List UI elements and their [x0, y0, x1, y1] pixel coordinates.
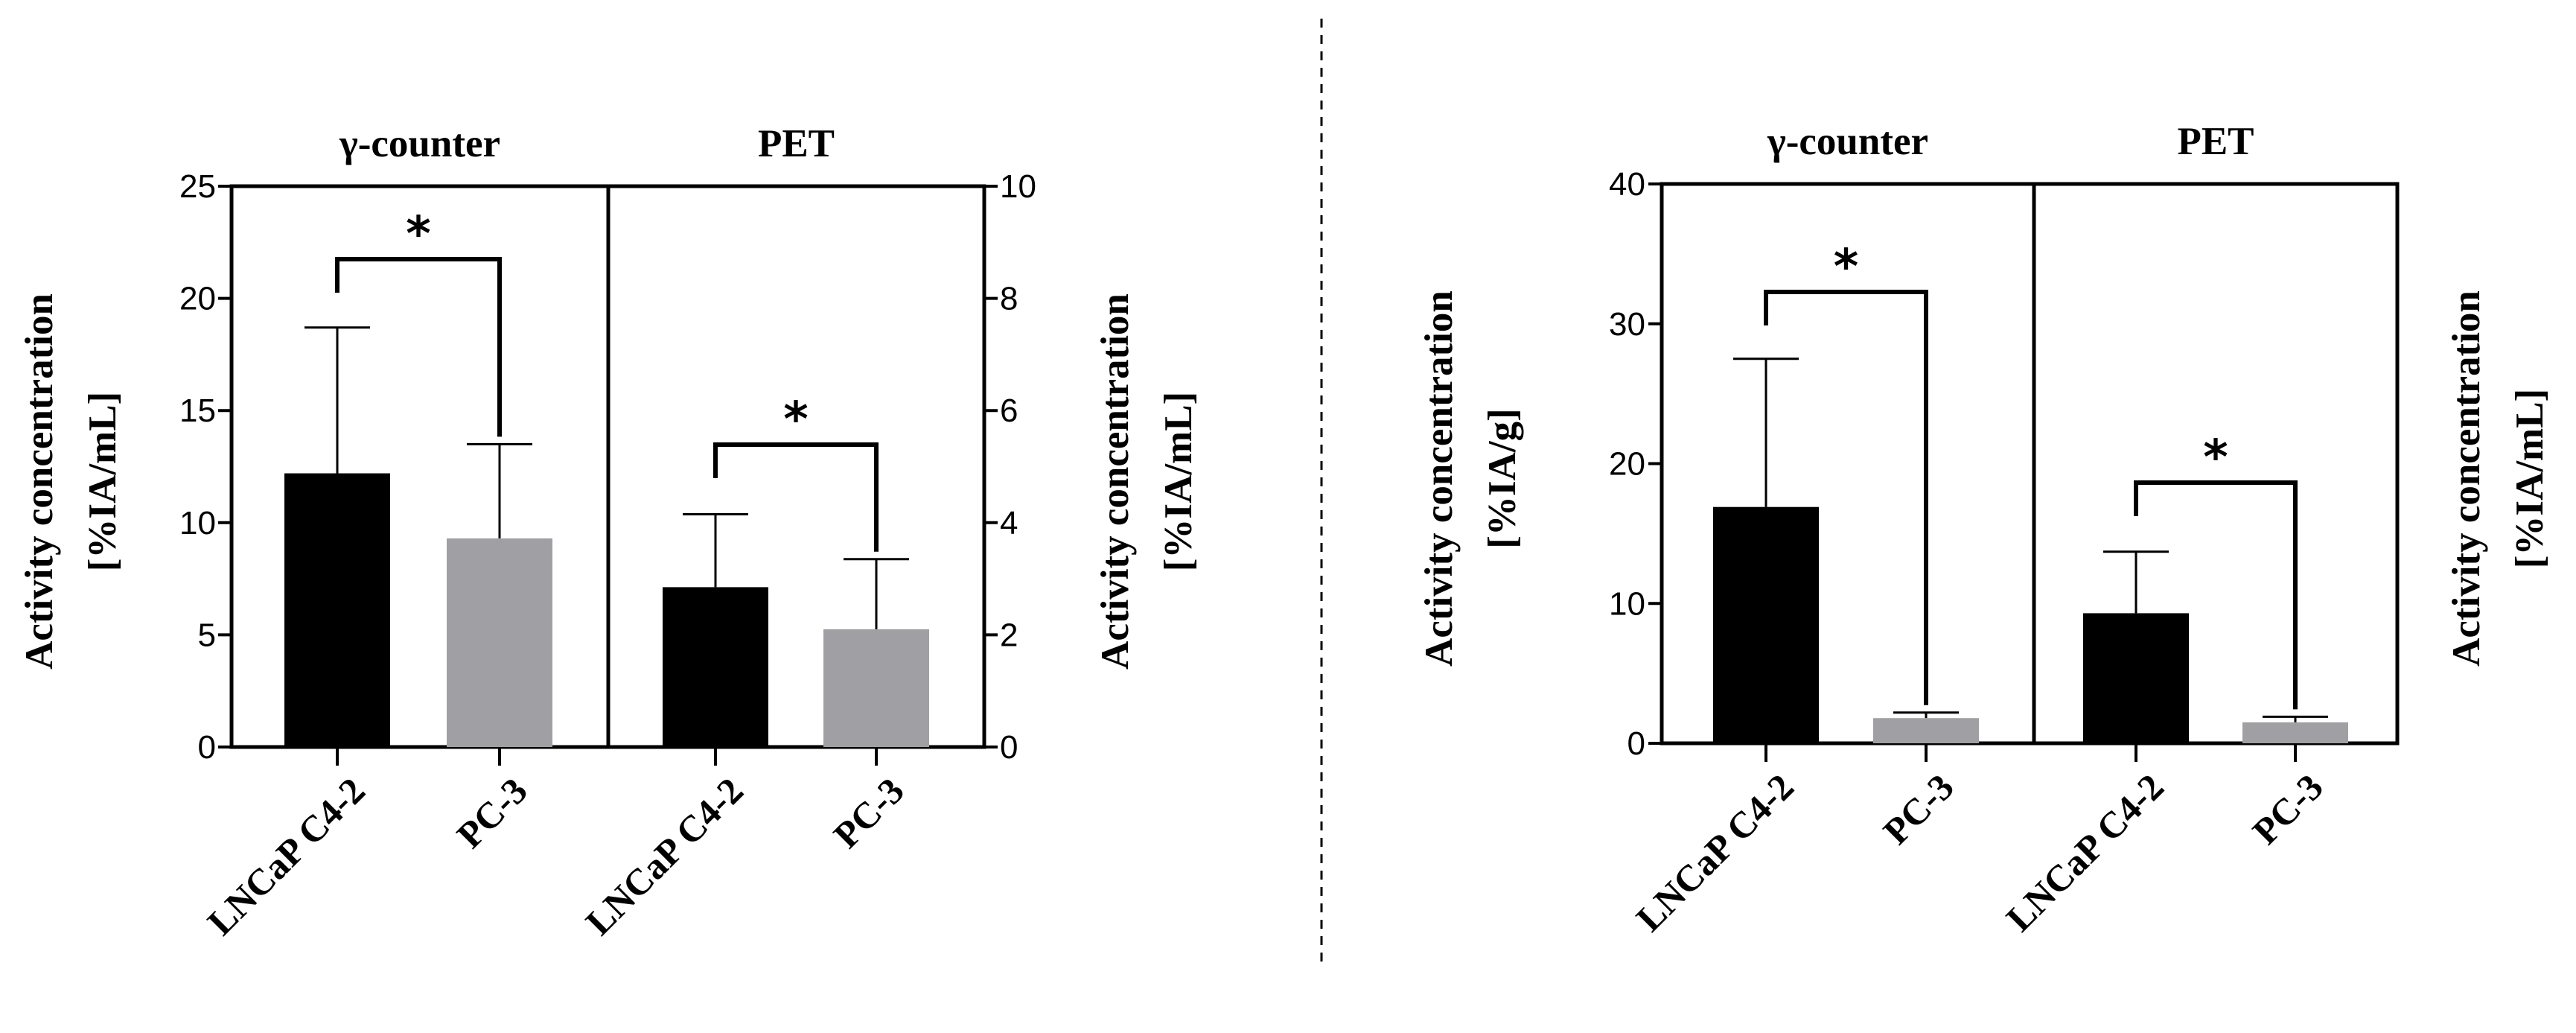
y-axis-title: Activity concentration: [1094, 293, 1137, 670]
y-tick-label: 15: [179, 392, 216, 429]
y-axis-title: Activity concentration: [1418, 290, 1461, 667]
panel-gamma-counter: γ-counter LNCaP C4-2 PC-3 * 0 5 10 15 20 25 Activi…: [18, 122, 610, 943]
panel-pet: PET LNCaP C4-2 PC-3 * 0 2 4 6 8 10 Activity concen…: [578, 122, 1200, 943]
panel-title: PET: [2177, 120, 2254, 163]
y-tick-label: 25: [179, 168, 216, 205]
x-tick-label: LNCaP C4-2: [1628, 766, 1802, 939]
y-axis-title: Activity concentration: [18, 293, 61, 670]
y-tick-label: 8: [1000, 281, 1018, 317]
x-tick-label: PC-3: [449, 769, 535, 856]
y-tick-label: 4: [1000, 505, 1018, 541]
y-axis-unit: [%IA/mL]: [2508, 389, 2551, 568]
x-tick-label: LNCaP C4-2: [578, 769, 751, 943]
y-tick-label: 5: [198, 617, 216, 653]
bar: [2083, 613, 2189, 743]
significance-bracket: [713, 442, 879, 552]
y-tick-label: 2: [1000, 617, 1018, 653]
bar: [823, 629, 929, 747]
panel-gamma-counter: γ-counter LNCaP C4-2 PC-3 * 0 10 20 30 40 Activit…: [1418, 120, 2036, 939]
significance-star: *: [2203, 430, 2228, 486]
y-tick-label: 20: [1609, 446, 1645, 483]
panel-frame: [2032, 182, 2400, 746]
significance-star: *: [783, 392, 808, 448]
significance-bracket: [1764, 290, 1928, 705]
y-tick-label: 20: [179, 281, 216, 317]
bar: [2242, 722, 2348, 743]
bar: [284, 473, 390, 747]
y-tick-label: 30: [1609, 306, 1645, 343]
bar: [1713, 506, 1819, 743]
y-tick-label: 10: [1609, 585, 1645, 622]
bar: [663, 587, 768, 747]
y-axis-unit: [%IA/mL]: [1157, 392, 1200, 571]
x-tick-label: LNCaP C4-2: [200, 769, 373, 943]
significance-star: *: [406, 207, 430, 262]
y-tick-label: 0: [1627, 725, 1645, 762]
bar: [447, 538, 552, 747]
panel-frame: [606, 184, 986, 749]
y-axis-unit: [%IA/mL]: [81, 392, 124, 571]
y-axis-title: Activity concentration: [2445, 290, 2488, 667]
panel-title: γ-counter: [339, 122, 500, 165]
x-tick-label: LNCaP C4-2: [1998, 766, 2172, 939]
significance-bracket: [335, 257, 502, 437]
bar: [1873, 718, 1979, 743]
y-tick-label: 6: [1000, 392, 1018, 429]
panel-title: PET: [758, 122, 835, 165]
y-tick-label: 10: [179, 505, 216, 541]
y-tick-label: 10: [1000, 168, 1036, 205]
y-tick-label: 0: [198, 729, 216, 766]
x-tick-label: PC-3: [1875, 766, 1962, 852]
panel-title: γ-counter: [1767, 120, 1928, 163]
y-tick-label: 40: [1609, 166, 1645, 203]
x-tick-label: PC-3: [2245, 766, 2331, 852]
y-axis-unit: [%IA/g]: [1481, 408, 1524, 548]
chart-2: γ-counter LNCaP C4-2 PC-3 * 0 10 20 30 40 Activit…: [1418, 120, 2551, 939]
significance-bracket: [2134, 480, 2298, 710]
x-tick-label: PC-3: [826, 769, 912, 856]
significance-star: *: [1834, 240, 1858, 295]
y-tick-label: 0: [1000, 729, 1018, 766]
panel-pet: PET LNCaP C4-2 PC-3 * Activity concentration…: [1998, 120, 2551, 939]
